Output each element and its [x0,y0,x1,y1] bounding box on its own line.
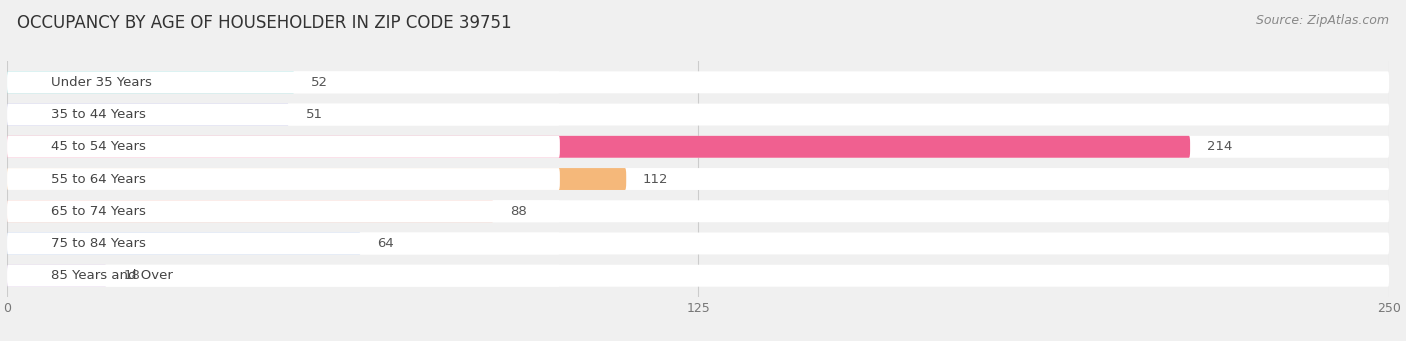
Text: 52: 52 [311,76,328,89]
Text: 112: 112 [643,173,668,186]
Text: Under 35 Years: Under 35 Years [51,76,152,89]
Text: 18: 18 [124,269,141,282]
FancyBboxPatch shape [7,233,560,254]
FancyBboxPatch shape [7,200,494,222]
FancyBboxPatch shape [7,168,626,190]
FancyBboxPatch shape [7,265,560,287]
Text: Source: ZipAtlas.com: Source: ZipAtlas.com [1256,14,1389,27]
Text: 64: 64 [377,237,394,250]
FancyBboxPatch shape [7,136,1389,158]
FancyBboxPatch shape [7,104,290,125]
FancyBboxPatch shape [7,168,1389,190]
Text: 65 to 74 Years: 65 to 74 Years [51,205,146,218]
Text: 88: 88 [510,205,527,218]
FancyBboxPatch shape [7,265,107,287]
FancyBboxPatch shape [7,136,1189,158]
Text: 35 to 44 Years: 35 to 44 Years [51,108,146,121]
FancyBboxPatch shape [7,233,361,254]
FancyBboxPatch shape [7,265,1389,287]
Text: 214: 214 [1206,140,1232,153]
FancyBboxPatch shape [7,168,560,190]
FancyBboxPatch shape [7,200,560,222]
FancyBboxPatch shape [7,71,294,93]
FancyBboxPatch shape [7,200,1389,222]
FancyBboxPatch shape [7,104,1389,125]
Text: 75 to 84 Years: 75 to 84 Years [51,237,146,250]
Text: 45 to 54 Years: 45 to 54 Years [51,140,146,153]
FancyBboxPatch shape [7,233,1389,254]
Text: OCCUPANCY BY AGE OF HOUSEHOLDER IN ZIP CODE 39751: OCCUPANCY BY AGE OF HOUSEHOLDER IN ZIP C… [17,14,512,32]
FancyBboxPatch shape [7,71,1389,93]
FancyBboxPatch shape [7,136,560,158]
Text: 51: 51 [305,108,322,121]
FancyBboxPatch shape [7,104,560,125]
Text: 85 Years and Over: 85 Years and Over [51,269,173,282]
FancyBboxPatch shape [7,71,560,93]
Text: 55 to 64 Years: 55 to 64 Years [51,173,146,186]
